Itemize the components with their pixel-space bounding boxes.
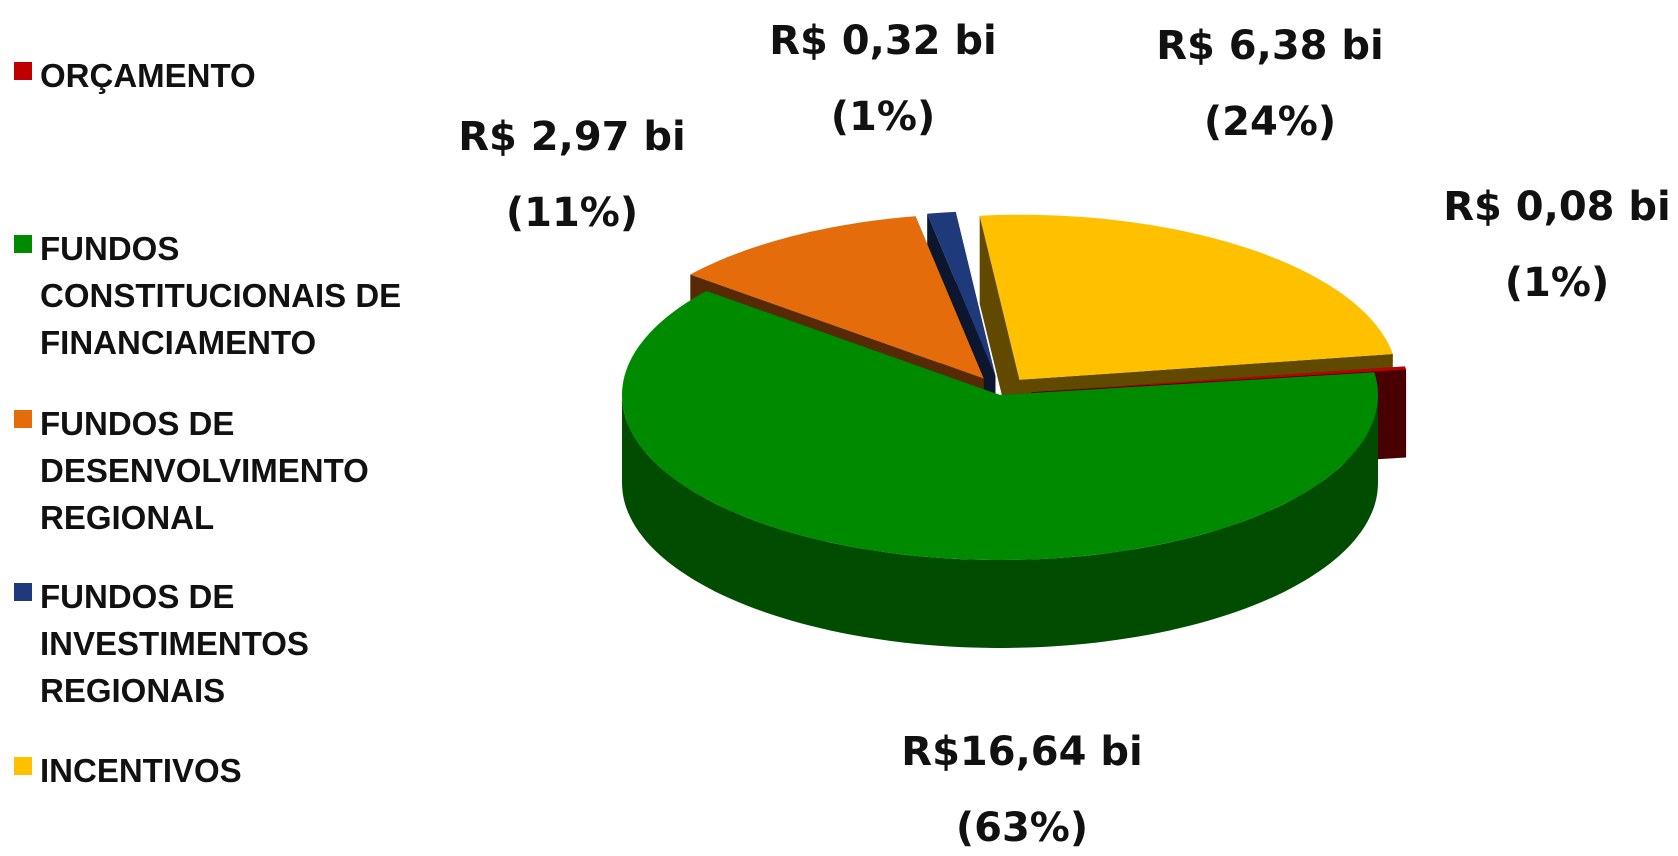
legend-swatch: [14, 583, 32, 601]
legend-label: FUNDOS DE INVESTIMENTOS REGIONAIS: [40, 578, 309, 709]
legend-swatch: [14, 62, 32, 80]
legend-label: ORÇAMENTO: [40, 57, 256, 94]
legend-swatch: [14, 410, 32, 428]
slice-top: [979, 214, 1393, 380]
slice-top: [927, 211, 996, 376]
legend-label: INCENTIVOS: [40, 752, 242, 789]
legend-label: FUNDOS DE DESENVOLVIMENTO REGIONAL: [40, 405, 369, 536]
value-label: R$16,64 bi: [901, 729, 1142, 775]
legend-item: ORÇAMENTO: [14, 52, 434, 99]
percent-label: (63%): [956, 805, 1088, 851]
percent-label: (1%): [1505, 260, 1609, 306]
percent-label: (1%): [831, 94, 935, 140]
percent-label: (11%): [506, 190, 638, 236]
slice-wall: [622, 395, 1378, 648]
slice: [622, 291, 1378, 648]
legend-swatch: [14, 757, 32, 775]
value-label: R$ 2,97 bi: [458, 114, 686, 160]
legend-item: FUNDOS DE INVESTIMENTOS REGIONAIS: [14, 573, 434, 714]
slice-top: [690, 216, 984, 379]
legend-item: FUNDOS DE DESENVOLVIMENTO REGIONAL: [14, 400, 434, 541]
value-label: R$ 0,32 bi: [769, 18, 997, 64]
slice-top: [622, 291, 1378, 560]
value-label: R$ 6,38 bi: [1156, 23, 1384, 69]
legend-item: INCENTIVOS: [14, 747, 434, 794]
slice-top: [1031, 366, 1407, 393]
legend-swatch: [14, 235, 32, 253]
legend-label: FUNDOS CONSTITUCIONAIS DE FINANCIAMENTO: [40, 230, 402, 361]
value-label: R$ 0,08 bi: [1443, 184, 1671, 230]
legend-item: FUNDOS CONSTITUCIONAIS DE FINANCIAMENTO: [14, 225, 434, 366]
percent-label: (24%): [1204, 99, 1336, 145]
